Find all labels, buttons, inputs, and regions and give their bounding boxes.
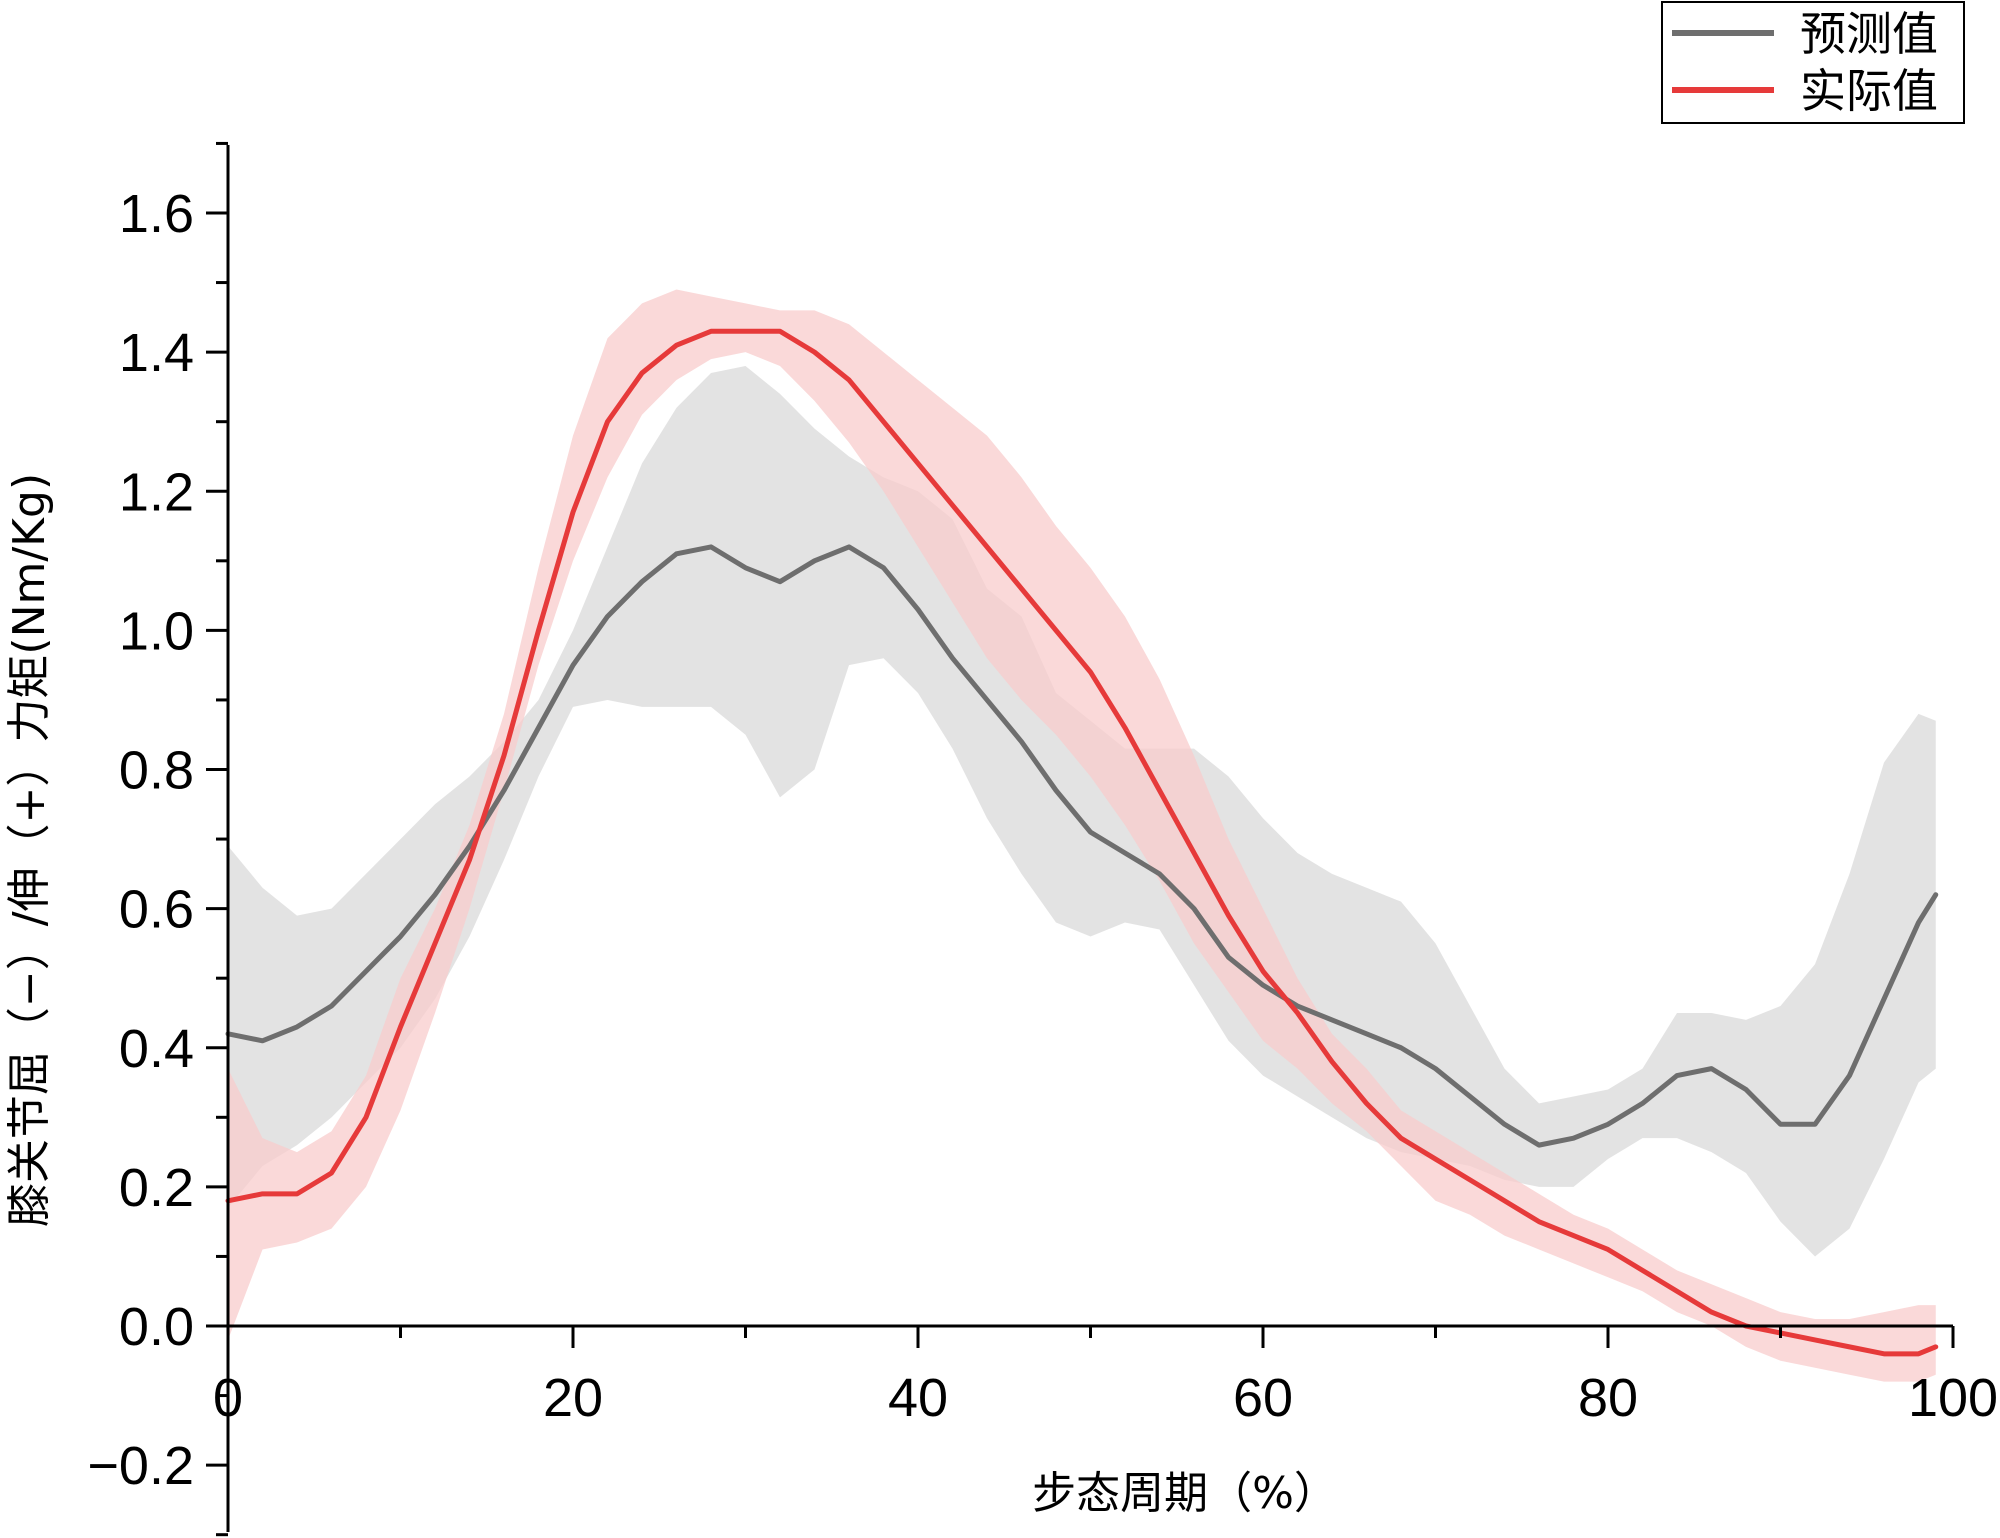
x-tick-label: 60 — [1233, 1368, 1293, 1428]
confidence-bands — [228, 289, 1936, 1382]
y-tick-label: −0.2 — [87, 1436, 194, 1496]
y-tick-label: 0.4 — [119, 1019, 194, 1079]
y-tick-label: 0.2 — [119, 1158, 194, 1218]
y-tick-label: 1.6 — [119, 184, 194, 244]
x-tick-label: 20 — [543, 1368, 603, 1428]
line-actual — [225, 328, 1939, 1357]
y-tick-label: 0.6 — [119, 880, 194, 940]
y-tick-label: 1.4 — [119, 323, 194, 383]
x-tick-label: 40 — [888, 1368, 948, 1428]
y-tick-label: 0.0 — [119, 1297, 194, 1357]
legend-label-actual: 实际值 — [1800, 64, 1938, 118]
legend: 预测值 实际值 — [1661, 1, 1965, 124]
x-tick-label: 0 — [213, 1368, 243, 1428]
y-tick-label: 0.8 — [119, 741, 194, 801]
legend-label-predicted: 预测值 — [1800, 7, 1938, 61]
y-tick-label: 1.2 — [119, 462, 194, 522]
line-predicted — [225, 544, 1939, 1148]
axes: −0.2 0.0 0.2 0.4 0.6 0.8 1.0 1.2 1.4 1.6 0 20 40 60 80… — [87, 141, 1998, 1537]
x-axis-title: 步态周期（%） — [1032, 1468, 1338, 1519]
x-tick-label: 100 — [1908, 1368, 1998, 1428]
y-tick-label: 1.0 — [119, 601, 194, 661]
y-axis-title: 膝关节屈（−）/伸（+）力矩(Nm/Kg) — [4, 473, 55, 1227]
series-lines — [225, 328, 1939, 1357]
band-predicted — [228, 366, 1936, 1257]
legend-box — [1661, 1, 1965, 124]
x-tick-label: 80 — [1578, 1368, 1638, 1428]
